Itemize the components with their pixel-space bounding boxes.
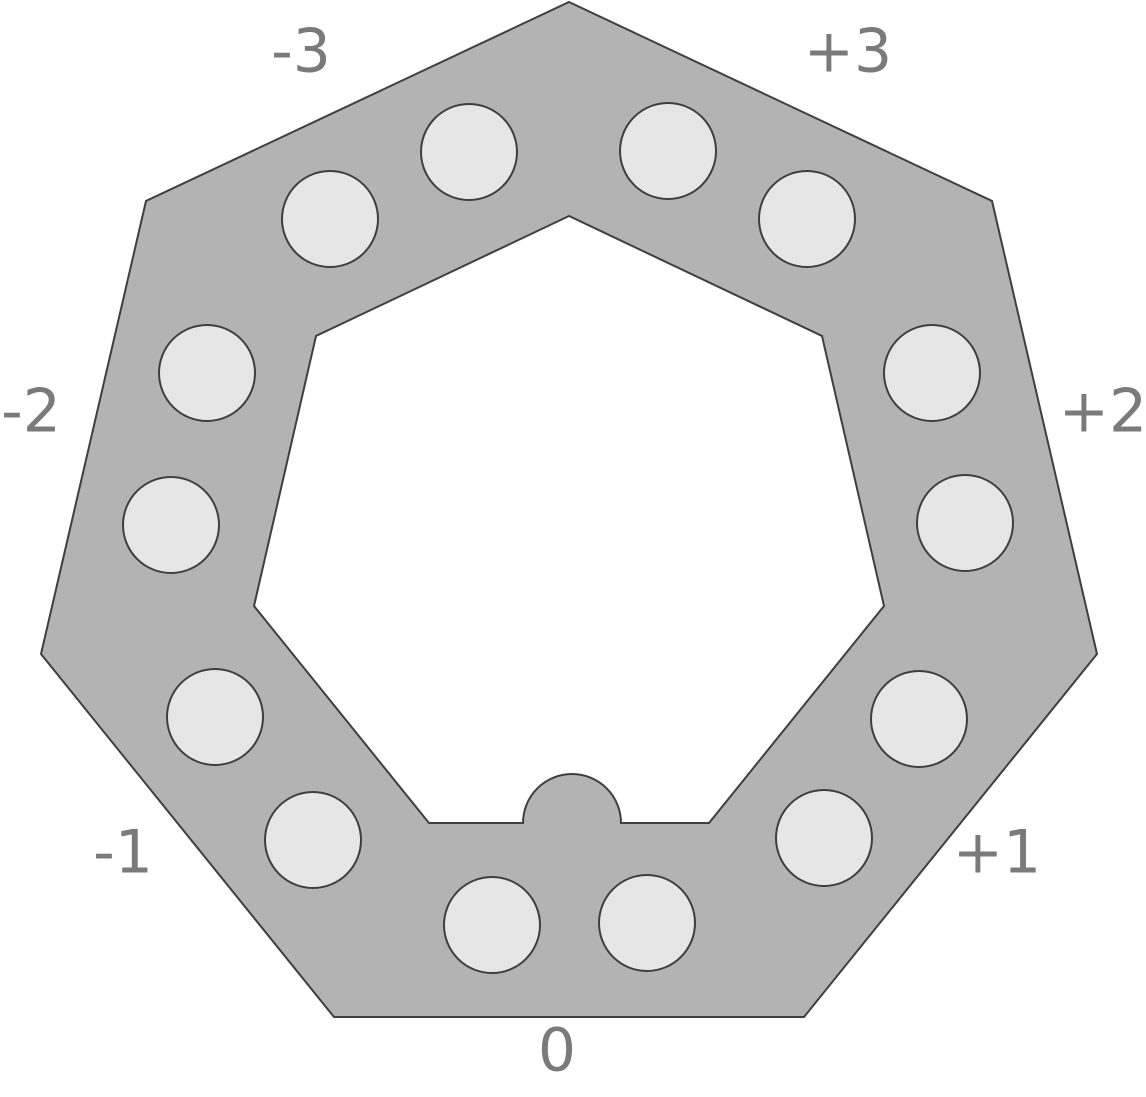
label-plus2: +2 [1059,377,1146,447]
hole-zero-a [443,876,541,974]
hole-minus2-a [158,324,256,422]
hole-plus1-a [870,670,968,768]
hole-plus3-b [758,170,856,268]
hole-plus2-b [916,474,1014,572]
hole-plus3-a [619,102,717,200]
hole-zero-b [598,874,696,972]
hole-plus1-b [775,789,873,887]
hole-minus3-a [281,170,379,268]
hole-group [122,102,1014,974]
label-minus1: -1 [93,818,153,888]
label-plus1: +1 [953,818,1041,888]
label-minus3: -3 [271,17,331,87]
label-zero: 0 [538,1016,576,1086]
label-minus2: -2 [1,377,61,447]
hole-minus2-b [122,476,220,574]
hole-minus3-b [420,103,518,201]
hole-plus2-a [883,324,981,422]
hole-minus1-a [166,668,264,766]
hole-minus1-b [264,791,362,889]
label-plus3: +3 [804,17,892,87]
